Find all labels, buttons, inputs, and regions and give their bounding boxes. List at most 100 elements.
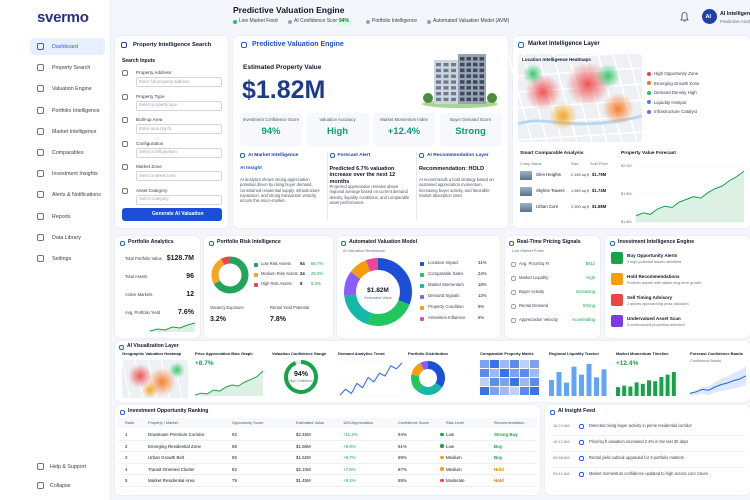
bell-icon	[680, 12, 689, 22]
table-cell: $2.10M	[296, 466, 311, 472]
tile-title: Geographic Valuation Heatmap	[122, 351, 182, 356]
bar	[671, 372, 676, 396]
matrix-cell	[510, 387, 519, 395]
nav-item[interactable]: Market Intelligence	[52, 128, 97, 135]
metric-card	[306, 113, 369, 146]
y-tick-label: $1.6M	[621, 220, 632, 224]
bar	[659, 377, 664, 396]
nav-item[interactable]: Settings	[52, 256, 72, 262]
window	[479, 68, 484, 73]
row-divider	[553, 451, 745, 452]
window	[451, 86, 456, 90]
icon	[37, 43, 44, 50]
input[interactable]	[136, 77, 222, 87]
gauge	[284, 360, 318, 394]
nav-item[interactable]: Alerts & Notifications	[52, 192, 101, 199]
icon	[329, 153, 335, 158]
table-cell: +9.8%	[343, 443, 356, 449]
risk-count: 24	[300, 271, 305, 276]
window	[466, 80, 471, 84]
matrix-cell	[530, 378, 539, 386]
footer-item[interactable]: Help & Support	[50, 464, 86, 470]
stat-label: Total Portfolio Value	[125, 256, 162, 261]
user-role: Predictive Analyst	[720, 19, 750, 24]
icon	[511, 304, 516, 309]
panel-title: Property Intelligence Search	[133, 42, 212, 48]
metric-value: +12.4%	[387, 126, 421, 137]
legend-dot	[420, 272, 424, 277]
nav-item[interactable]: Comparables	[52, 150, 84, 156]
matrix-cell	[490, 387, 499, 395]
nav-item[interactable]: Portfolio Intelligence	[52, 107, 100, 114]
nav-item[interactable]: Valuation Engine	[52, 86, 92, 93]
trend-line	[635, 170, 745, 217]
donut-segment	[211, 256, 249, 294]
panel-title: Predictive Valuation Engine	[252, 41, 344, 48]
table-cell: Emerging Residential Zone	[148, 443, 201, 449]
nav-item[interactable]: Investment Insights	[52, 171, 98, 178]
window	[451, 74, 456, 78]
input[interactable]	[136, 100, 222, 111]
matrix-cell	[530, 369, 539, 377]
risk-dot	[440, 455, 444, 460]
input[interactable]	[136, 147, 222, 158]
legend-label: High Opportunity Zone	[654, 71, 699, 76]
bar	[665, 374, 670, 396]
input[interactable]	[136, 171, 222, 181]
legend-label: Market Momentum	[428, 282, 464, 287]
comp-size: 1,980 sq ft	[571, 188, 590, 193]
table-cell: Strong Buy	[494, 432, 518, 437]
card-title: AI Recommendation Layer	[427, 153, 489, 158]
icon	[511, 262, 516, 267]
legend-dot	[420, 305, 424, 310]
panel-title: AI Visualization Layer	[127, 343, 179, 349]
momentum-chart	[616, 372, 676, 396]
window	[473, 57, 478, 61]
field-label: Property Address	[136, 70, 172, 75]
field-label: Built-up Area	[136, 117, 163, 122]
nav-item[interactable]: Reports	[52, 213, 71, 220]
panel-title: Real-Time Pricing Signals	[517, 239, 581, 245]
window	[436, 97, 441, 102]
bar	[616, 387, 620, 396]
panel-title: AI Insight Feed	[558, 408, 596, 414]
panel-title: Investment Opportunity Ranking	[128, 408, 209, 414]
signal-label: Market Liquidity	[519, 275, 549, 280]
trend-line	[149, 322, 196, 332]
engine-panel	[605, 236, 750, 338]
placeholder: Enter area (sq ft)	[139, 125, 172, 131]
engine-icon	[611, 315, 623, 327]
window	[436, 63, 441, 67]
generate-button[interactable]	[122, 208, 222, 221]
subtitle: AI Valuation Breakdown	[343, 248, 386, 253]
icon	[511, 318, 516, 323]
matrix-cell	[530, 387, 539, 395]
risk-count: 8	[300, 281, 303, 286]
status-dot	[366, 20, 370, 24]
feed-panel	[545, 405, 750, 495]
engine-title: Undervalued Asset Scan	[627, 316, 681, 321]
heat-blob	[523, 64, 543, 84]
nav-item[interactable]: Property Search	[52, 65, 91, 72]
nav-item[interactable]: Data Library	[52, 234, 81, 241]
nav-item[interactable]: Dashboard	[52, 44, 78, 50]
liquidity-chart	[549, 364, 607, 396]
table-cell: Low	[446, 443, 455, 449]
table-cell: Medium	[446, 455, 462, 460]
legend-dot	[254, 282, 258, 287]
comp-price: $1.79M	[592, 172, 607, 177]
footer-item[interactable]: Collapse	[50, 483, 71, 489]
input[interactable]	[136, 194, 222, 205]
column-header: 12M Appreciation	[343, 420, 374, 425]
table-cell: 5	[125, 478, 128, 483]
input[interactable]	[136, 124, 222, 134]
building-image	[422, 54, 498, 108]
matrix-cell	[500, 369, 509, 377]
window	[473, 68, 478, 73]
column-header: Opportunity Score	[232, 420, 264, 425]
feed-text: Price/sq ft valuation increased 2.4% in …	[589, 439, 689, 444]
legend-label: Amenities Influence	[428, 315, 466, 320]
avatar-initials: AI	[705, 14, 712, 20]
bar	[634, 382, 639, 396]
table-cell: Urban Growth Belt	[148, 455, 185, 460]
